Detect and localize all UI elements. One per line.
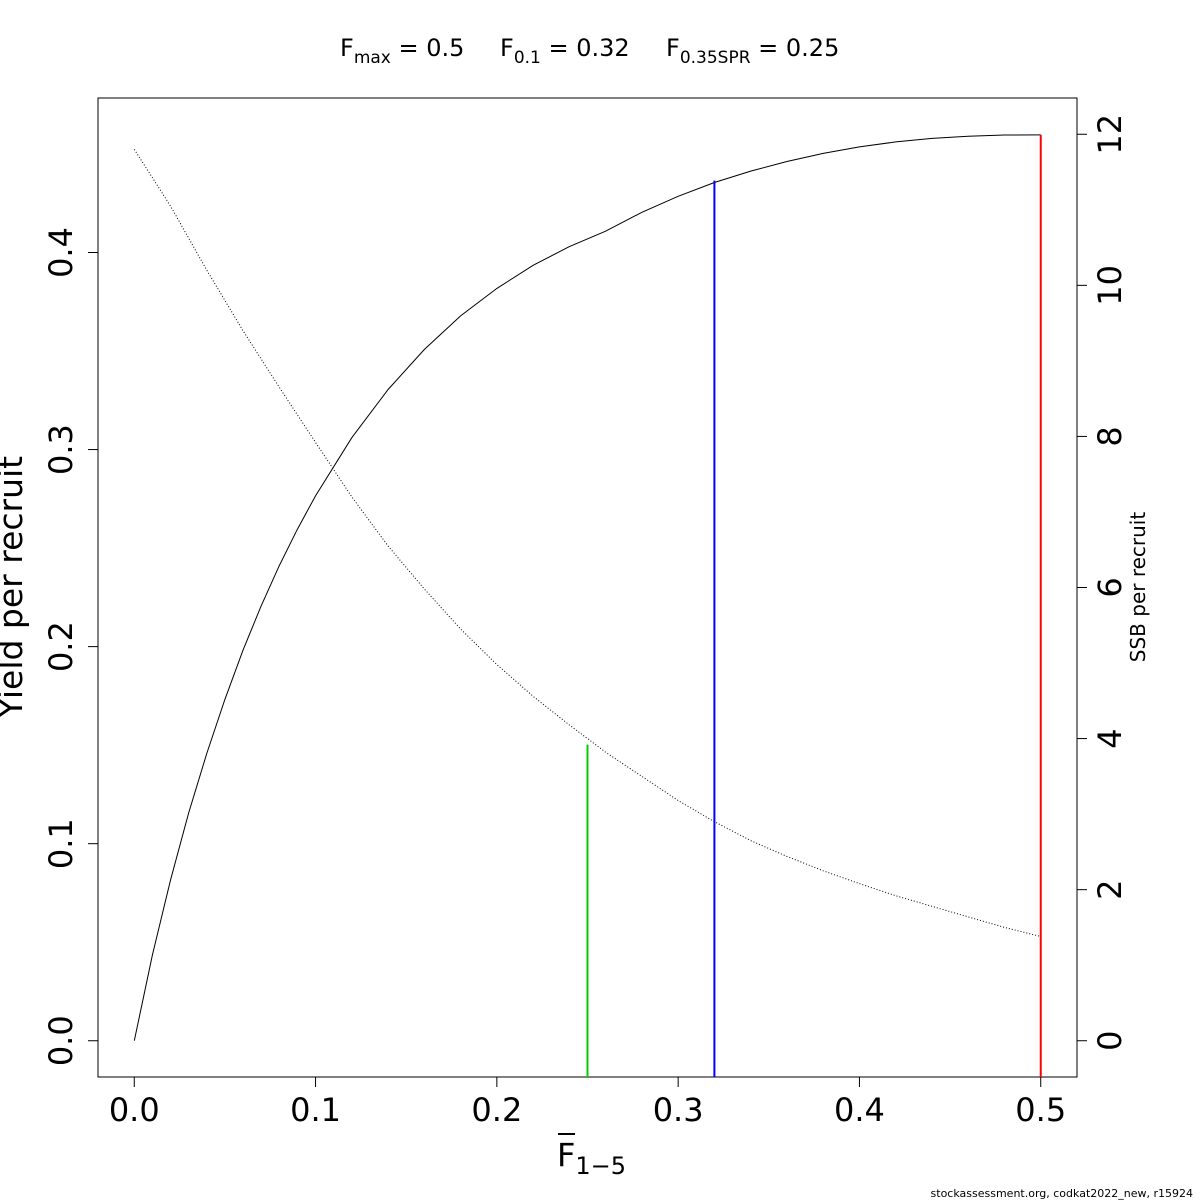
x-tick-label: 0.0	[109, 1091, 160, 1129]
ssb-per-recruit-line	[133, 149, 1041, 937]
title-part-2: F0.35SPR = 0.25	[666, 34, 839, 68]
series-layer	[133, 134, 1041, 1041]
y-tick-label: 0.4	[42, 227, 80, 278]
x-axis-label: F1−5	[557, 1133, 626, 1180]
title-part-1: F0.1 = 0.32	[500, 34, 630, 68]
y2-tick-label: 2	[1091, 879, 1129, 899]
footer-credit: stockassessment.org, codkat2022_new, r15…	[931, 1187, 1193, 1200]
y-tick-label: 0.0	[42, 1015, 80, 1066]
x-tick-label: 0.4	[834, 1091, 885, 1129]
y2-tick-label: 10	[1091, 265, 1129, 306]
chart-title: Fmax = 0.5 F0.1 = 0.32 F0.35SPR = 0.25	[340, 34, 839, 68]
y-tick-label: 0.3	[42, 424, 80, 475]
x-axis: 0.0 0.1 0.2 0.3 0.4 0.5	[109, 1077, 1066, 1129]
y2-tick-label: 0	[1091, 1031, 1129, 1051]
yield-per-recruit-line	[133, 134, 1041, 1041]
x-tick-label: 0.3	[653, 1091, 704, 1129]
y2-tick-label: 4	[1091, 728, 1129, 748]
y-tick-label: 0.1	[42, 818, 80, 869]
y-axis-label: Yield per recruit	[0, 456, 30, 719]
y-tick-label: 0.2	[42, 621, 80, 672]
x-axis-label-text: F1−5	[557, 1136, 626, 1180]
y2-axis-label: SSB per recruit	[1126, 512, 1150, 663]
x-tick-label: 0.5	[1015, 1091, 1066, 1129]
y-axis-left: 0.0 0.1 0.2 0.3 0.4	[42, 227, 98, 1066]
reference-lines	[586, 134, 1042, 1077]
x-tick-label: 0.2	[471, 1091, 522, 1129]
y2-tick-label: 12	[1091, 114, 1129, 155]
y2-tick-label: 8	[1091, 426, 1129, 446]
title-part-0: Fmax = 0.5	[340, 34, 464, 68]
y2-tick-label: 6	[1091, 577, 1129, 597]
y-axis-right: 0 2 4 6 8 10 12	[1077, 114, 1129, 1051]
x-tick-label: 0.1	[290, 1091, 341, 1129]
